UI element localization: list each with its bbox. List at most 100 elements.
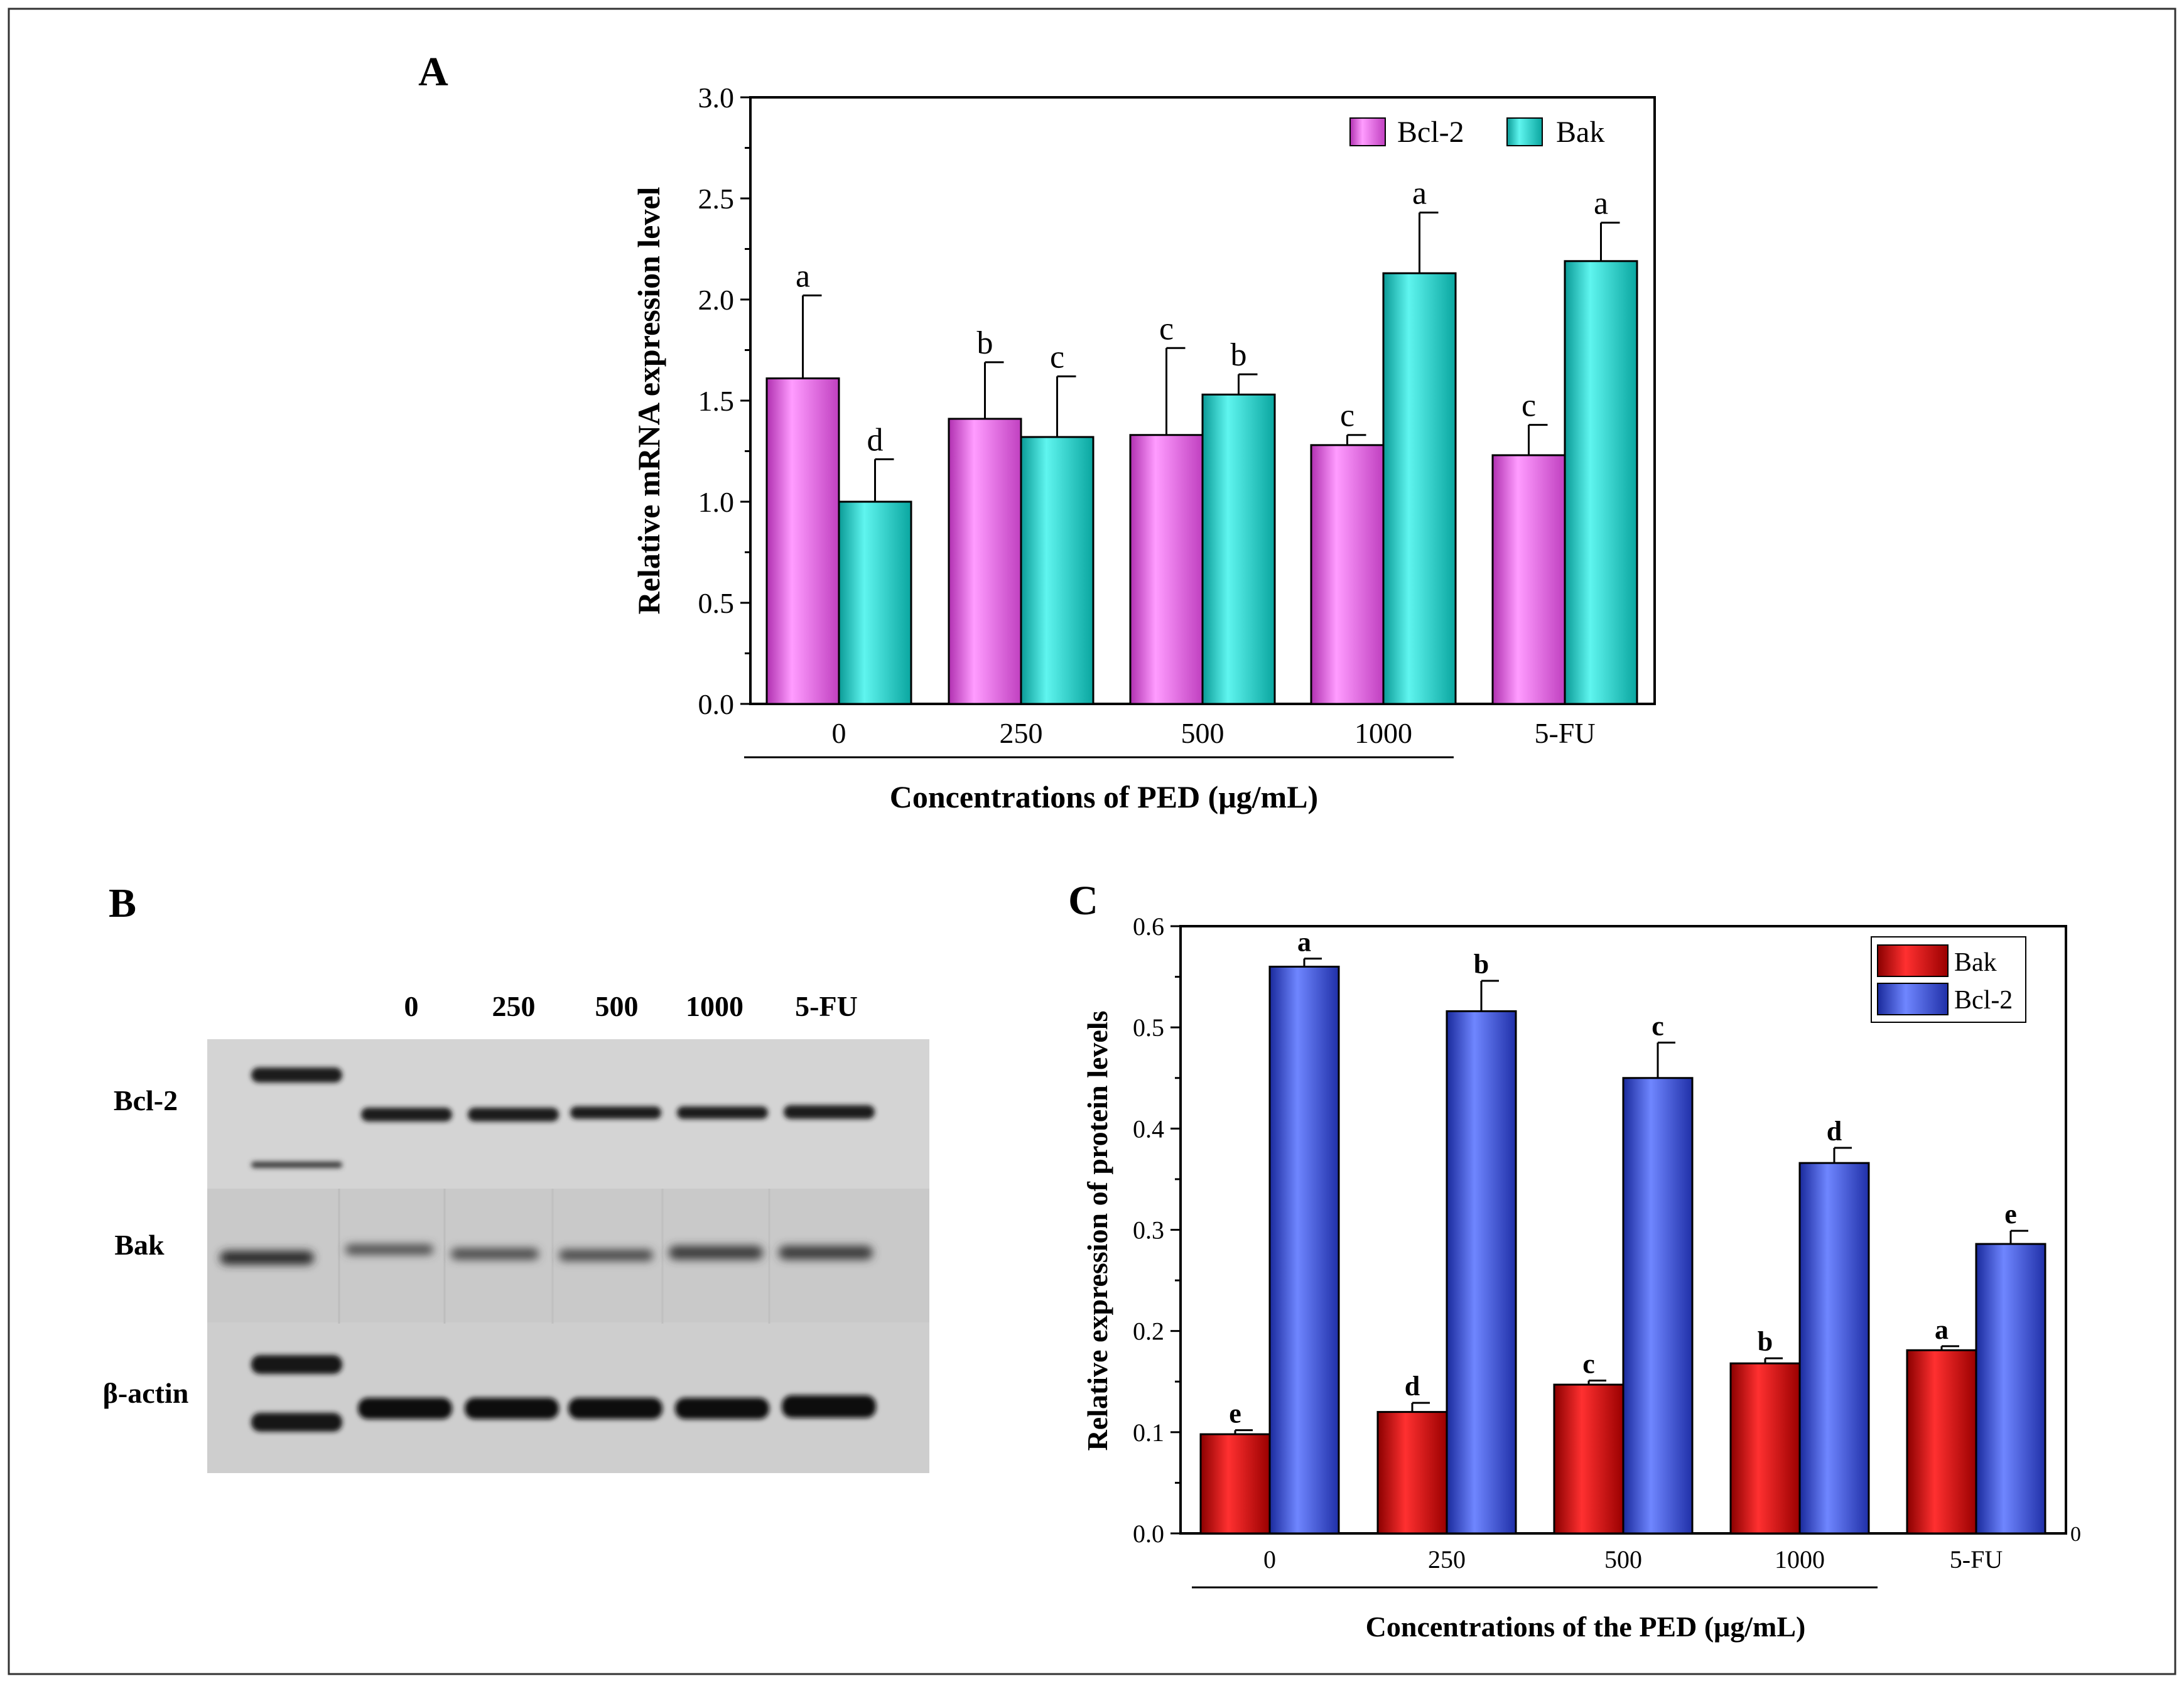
- blot-band-bak: [779, 1246, 873, 1260]
- bar: [1564, 260, 1638, 705]
- blot-ladder-band: [251, 1355, 342, 1374]
- panel-a-x-axis-label: Concentrations of PED (μg/mL): [890, 779, 1318, 814]
- y-tick-label: 0.5: [1133, 1013, 1164, 1042]
- significance-letter: e: [2004, 1199, 2017, 1229]
- legend-swatch-bak: [1877, 944, 1949, 977]
- y-tick-label: 0.2: [1133, 1317, 1164, 1346]
- blot-row-labels: Bcl-2 Bak β-actin: [103, 1084, 189, 1409]
- blot-band-bcl2: [677, 1106, 768, 1119]
- significance-letter: a: [1935, 1314, 1949, 1345]
- significance-letter: a: [1297, 927, 1311, 958]
- x-tick-label: 250: [1428, 1545, 1466, 1574]
- y-tick-label: 1.5: [698, 385, 735, 417]
- blot-band-bcl2: [468, 1108, 559, 1121]
- bar: [1622, 1077, 1694, 1535]
- y-tick-label: 3.0: [698, 82, 735, 114]
- blot-band-bak: [669, 1246, 763, 1260]
- bar: [1906, 1349, 1977, 1535]
- panel-a-x-ticks: 0 250 500 1000 5-FU: [832, 717, 1596, 749]
- significance-letter: d: [867, 422, 884, 458]
- y-tick-label: 0.3: [1133, 1216, 1164, 1245]
- blot-band-bak: [451, 1248, 539, 1260]
- blot-lane-label: 5-FU: [795, 990, 858, 1022]
- significance-letter: a: [1594, 186, 1608, 222]
- blot-band-actin: [675, 1398, 769, 1419]
- panel-c-y-axis-label: Relative expression of protein levels: [1081, 1011, 1113, 1451]
- legend-label-bak: Bak: [1954, 948, 1997, 977]
- significance-letter: d: [1405, 1371, 1420, 1402]
- significance-letter: c: [1652, 1010, 1664, 1041]
- panel-c: C 0 0.0 0.1 0.2 0.3 0.4 0.5 0.6 e a d b c c b d a e 0 25…: [1068, 878, 2081, 1643]
- blot-lane-label: 1000: [686, 990, 743, 1022]
- bar: [1975, 1243, 2046, 1535]
- y-tick-label: 0.1: [1133, 1418, 1164, 1447]
- significance-letter: c: [1522, 388, 1536, 424]
- panel-a-y-ticks: 0.0 0.5 1.0 1.5 2.0 2.5 3.0: [698, 82, 750, 720]
- significance-letter: b: [977, 325, 993, 361]
- significance-letter: a: [1412, 176, 1427, 212]
- y-tick-label: 1.0: [698, 486, 735, 518]
- panel-c-y-ticks: 0.0 0.1 0.2 0.3 0.4 0.5 0.6: [1133, 912, 1181, 1548]
- blot-band-bak: [345, 1245, 433, 1255]
- x-tick-label: 500: [1604, 1545, 1642, 1574]
- panel-c-x-axis-label: Concentrations of the PED (μg/mL): [1366, 1611, 1806, 1643]
- y-tick-label: 0.6: [1133, 912, 1164, 941]
- blot-band-bak: [559, 1250, 653, 1261]
- panel-c-legend: Bak Bcl-2: [1871, 936, 2026, 1023]
- legend-label-bcl2: Bcl-2: [1954, 986, 2013, 1015]
- bar: [1798, 1162, 1870, 1535]
- y-tick-label: 0.4: [1133, 1115, 1164, 1143]
- x-tick-label: 250: [1000, 717, 1043, 749]
- bar: [1268, 965, 1340, 1535]
- blot-band-bcl2: [784, 1105, 875, 1119]
- panel-b-label: B: [109, 880, 136, 926]
- significance-letter: c: [1340, 398, 1354, 434]
- blot-lane-label: 500: [595, 990, 639, 1022]
- y-tick-label: 0.0: [1133, 1520, 1164, 1548]
- blot-band-actin: [358, 1398, 452, 1419]
- significance-letter: b: [1474, 949, 1489, 980]
- panel-b: B 0 250 500 1000 5-FU Bcl-2 Bak β-actin: [103, 880, 929, 1473]
- blot-band-bak: [220, 1251, 314, 1265]
- bar: [1376, 1411, 1448, 1535]
- panel-c-right-axis-zero: 0: [2070, 1523, 2081, 1546]
- blot-row-label-bak: Bak: [114, 1229, 165, 1261]
- panel-c-x-ticks: 0 250 500 1000 5-FU: [1263, 1545, 2003, 1574]
- blot-band-bcl2: [361, 1108, 452, 1121]
- x-tick-label: 5-FU: [1534, 717, 1595, 749]
- blot-ladder-band: [251, 1067, 342, 1083]
- x-tick-label: 0: [1263, 1545, 1276, 1574]
- bar: [1199, 1433, 1271, 1535]
- blot-band-actin: [465, 1398, 559, 1419]
- x-tick-label: 1000: [1354, 717, 1412, 749]
- y-tick-label: 0.0: [698, 688, 735, 720]
- legend-swatch-bcl2: [1877, 983, 1949, 1015]
- blot-ladder-band: [251, 1162, 342, 1168]
- significance-letter: d: [1827, 1116, 1842, 1147]
- legend-label-bak: Bak: [1556, 116, 1604, 149]
- x-tick-label: 500: [1181, 717, 1224, 749]
- bar: [1129, 434, 1204, 705]
- blot-lane-label: 250: [492, 990, 536, 1022]
- bar: [1201, 393, 1276, 705]
- bar: [1553, 1383, 1624, 1535]
- bar: [1020, 436, 1095, 705]
- blot-lane-labels: 0 250 500 1000 5-FU: [404, 990, 858, 1022]
- bar: [948, 418, 1022, 705]
- panel-c-label: C: [1068, 878, 1098, 924]
- significance-letter: b: [1231, 337, 1247, 373]
- panel-a: A 0.0 0.5 1.0 1.5 2.0 2.5 3.0 a d b c c b c a c a 0 250 5…: [418, 49, 1656, 814]
- blot-row-label-bcl2: Bcl-2: [114, 1084, 178, 1116]
- significance-letter: c: [1050, 339, 1064, 375]
- blot-band-actin: [568, 1398, 662, 1419]
- bar: [1729, 1362, 1801, 1535]
- panel-a-legend: Bcl-2 Bak: [1349, 116, 1604, 149]
- panel-c-bars: e a d b c c b d a e: [1199, 927, 2046, 1535]
- blot-lane-label: 0: [404, 990, 419, 1022]
- y-tick-label: 0.5: [698, 587, 735, 619]
- legend-label-bcl2: Bcl-2: [1397, 116, 1464, 149]
- bar: [1491, 454, 1566, 705]
- legend-swatch-bak: [1506, 117, 1543, 146]
- panel-a-label: A: [418, 49, 448, 95]
